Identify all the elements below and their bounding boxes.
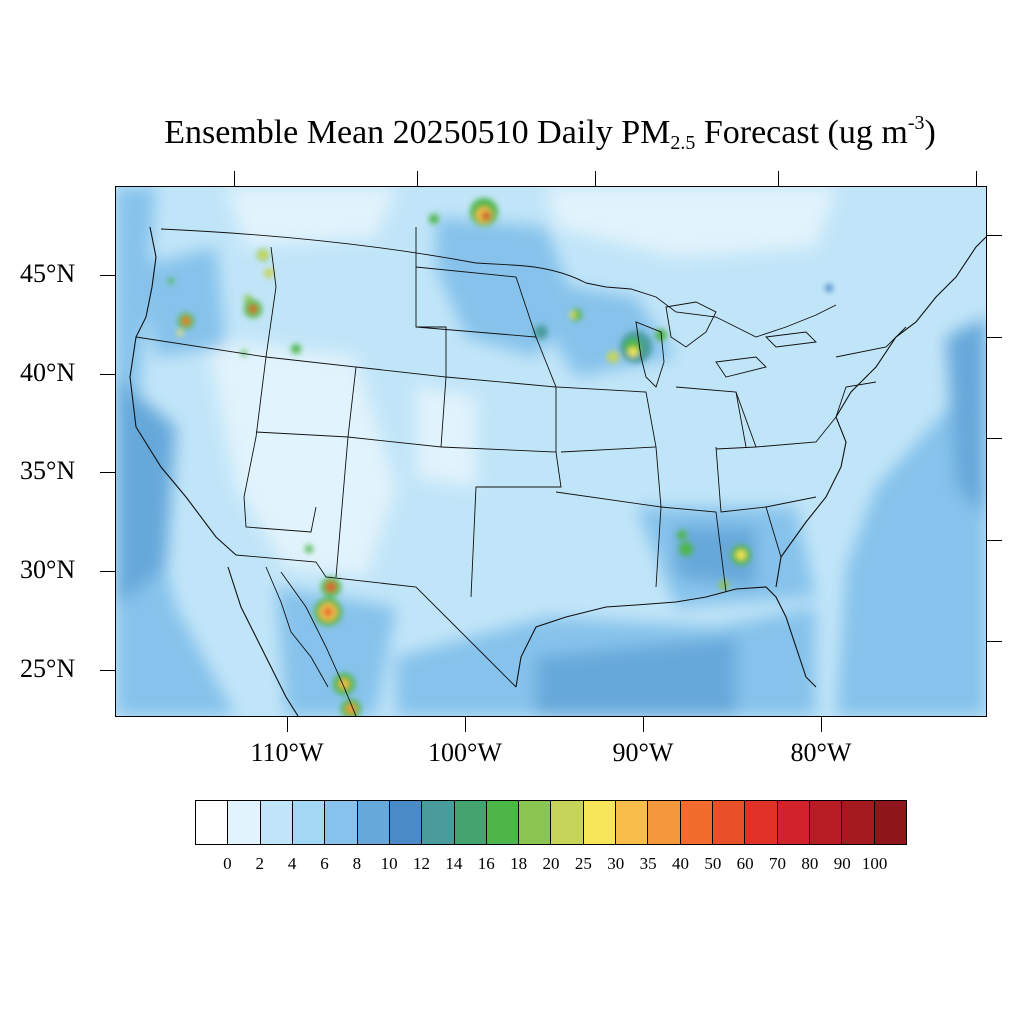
color-legend-label: 30 [607,854,625,873]
longitude-label: 90°W [612,738,674,767]
right-tick [987,540,1002,541]
color-legend-swatch [292,801,326,844]
color-legend-label: 70 [769,854,787,873]
color-legend-swatch [713,801,746,844]
latitude-label: 25°N [20,654,76,683]
color-legend-swatch [874,801,906,844]
left-tick [100,275,115,276]
title-units-text: Forecast (ug m [695,114,908,151]
color-legend-label: 6 [320,854,329,873]
color-legend-label: 60 [736,854,754,873]
color-legend-label: 2 [255,854,264,873]
color-legend-swatch [745,801,778,844]
right-tick [987,235,1002,236]
pm25-map [116,187,986,716]
concentration-field [116,187,986,716]
top-tick [417,171,418,186]
right-tick [987,337,1002,338]
top-tick [976,171,977,186]
color-legend-swatch [325,801,358,844]
latitude-label: 35°N [20,456,76,485]
color-legend-swatch [648,801,681,844]
color-legend-label: 25 [574,854,592,873]
left-tick [100,571,115,572]
title-subscript: 2.5 [670,132,696,154]
color-legend-swatch [680,801,713,844]
color-legend-label: 20 [542,854,560,873]
right-tick [987,438,1002,439]
left-tick [100,670,115,671]
top-tick [778,171,779,186]
color-legend-swatch [777,801,810,844]
color-legend-swatch [228,801,261,844]
color-legend-label: 8 [352,854,362,873]
title-superscript: -3 [907,112,925,134]
color-legend-label: 35 [639,854,657,873]
color-legend-label: 14 [445,854,463,873]
left-tick [100,374,115,375]
map-panel[interactable] [115,186,987,717]
title-text: Ensemble Mean 20250510 Daily PM [164,114,671,151]
color-legend-label: 4 [287,854,297,873]
color-legend-swatch [196,801,229,844]
top-tick [234,171,235,186]
color-legend-label: 40 [671,854,689,873]
color-legend-label: 12 [413,854,431,873]
latitude-label: 30°N [20,555,76,584]
color-legend-swatch [422,801,455,844]
color-legend-swatch [842,801,875,844]
color-legend-swatch [389,801,423,844]
color-legend-swatch [454,801,487,844]
bottom-tick [465,717,466,732]
latitude-label: 40°N [20,358,76,387]
color-legend-label: 18 [510,854,528,873]
hotspots [168,198,833,716]
bottom-tick [643,717,644,732]
color-legend-label: 90 [833,854,851,873]
left-tick [100,472,115,473]
color-legend-label: 16 [477,854,495,873]
longitude-label: 100°W [428,738,502,767]
color-legend-label: 100 [861,854,888,873]
color-legend-label: 0 [223,854,232,873]
color-legend [195,800,907,845]
longitude-label: 80°W [790,738,852,767]
color-legend-swatch [260,801,293,844]
color-legend-label: 10 [380,854,398,873]
right-tick [987,641,1002,642]
top-tick [595,171,596,186]
bottom-tick [287,717,288,732]
bottom-tick [821,717,822,732]
color-legend-swatch [357,801,390,844]
color-legend-swatch [583,801,617,844]
longitude-label: 110°W [250,738,324,767]
latitude-label: 45°N [20,259,76,288]
color-legend-swatch [486,801,520,844]
color-legend-label: 50 [704,854,722,873]
color-legend-swatch [519,801,552,844]
color-legend-swatch [616,801,649,844]
title-closing: ) [924,114,936,151]
color-legend-swatch [809,801,843,844]
boundary-lines [129,226,986,716]
color-legend-label: 80 [801,854,819,873]
map-title: Ensemble Mean 20250510 Daily PM2.5 Forec… [0,112,1024,155]
color-legend-swatch [551,801,584,844]
